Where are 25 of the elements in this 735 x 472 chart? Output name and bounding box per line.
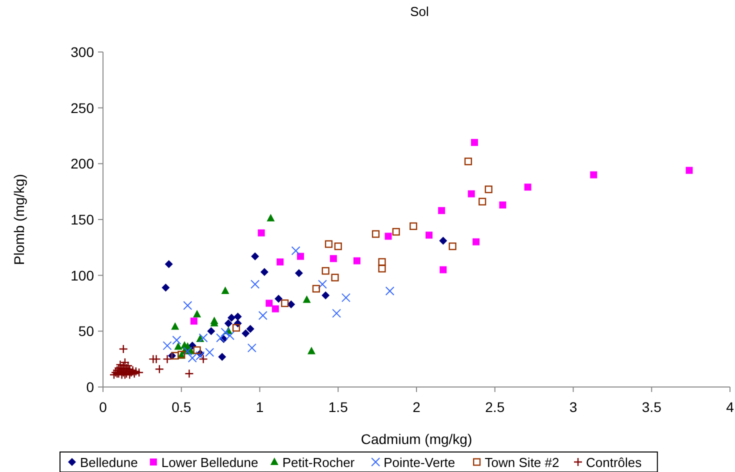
y-tick-label: 200 (70, 156, 94, 172)
y-tick-label: 100 (70, 267, 94, 284)
y-axis-title: Plomb (mg/kg) (11, 174, 27, 266)
x-tick-label: 1 (256, 399, 264, 415)
legend-label: Belledune (80, 455, 138, 470)
y-tick-label: 300 (70, 44, 94, 60)
y-tick-label: 50 (78, 323, 94, 340)
legend-label: Lower Belledune (161, 455, 258, 470)
y-tick-label: 0 (86, 379, 94, 395)
y-tick-label: 250 (70, 100, 94, 116)
x-tick-label: 2.5 (485, 399, 505, 415)
x-tick-label: 0.5 (172, 399, 192, 415)
x-tick-label: 3.5 (642, 399, 662, 415)
x-tick-label: 1.5 (328, 399, 348, 415)
y-tick-label: 150 (70, 212, 94, 228)
legend-label: Contrôles (586, 455, 642, 470)
legend-label: Town Site #2 (484, 455, 560, 470)
x-tick-label: 4 (726, 399, 734, 415)
x-tick-label: 2 (412, 399, 421, 415)
x-tick-label: 0 (99, 399, 108, 415)
chart-title: Sol (410, 4, 429, 19)
x-axis-title: Cadmium (mg/kg) (360, 431, 472, 447)
legend-label: Pointe-Verte (384, 455, 456, 470)
legend-label: Petit-Rocher (282, 455, 356, 470)
x-tick-label: 3 (569, 399, 578, 415)
